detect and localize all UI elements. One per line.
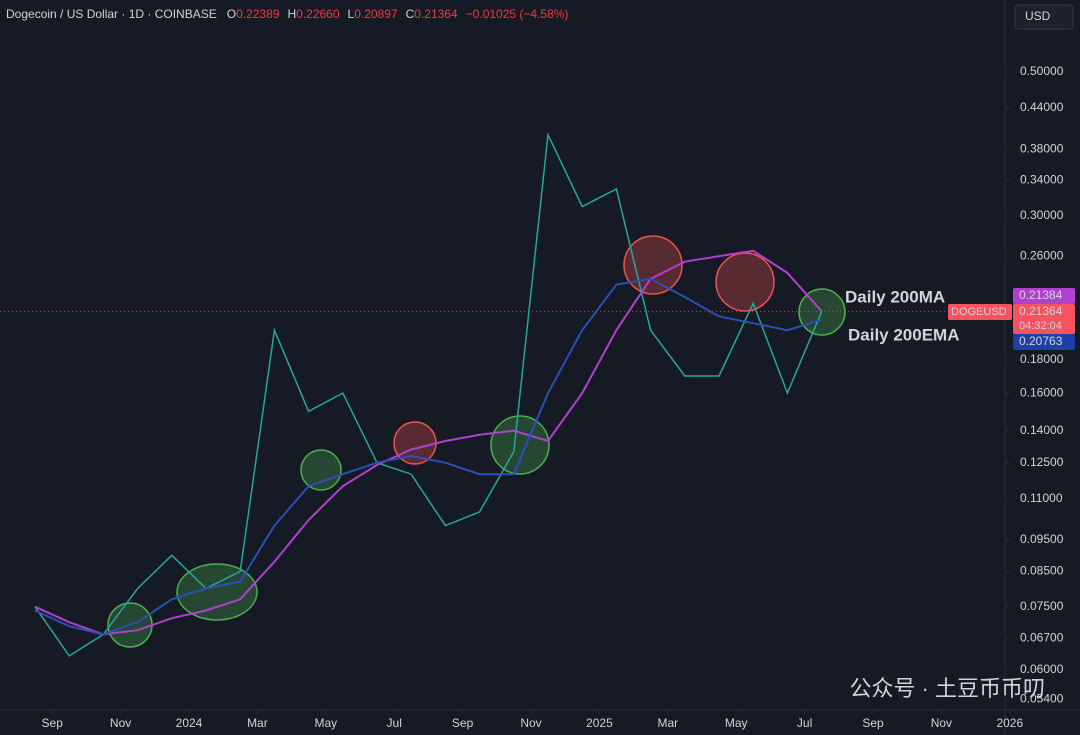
series-line	[34, 131, 823, 657]
y-tick-label: 0.14000	[1020, 423, 1064, 437]
ohlc-value: 0.22389	[236, 7, 280, 21]
y-tick-label: 0.08500	[1020, 564, 1064, 578]
x-tick-label: Sep	[862, 716, 884, 730]
currency[interactable]: USD	[1025, 9, 1051, 23]
y-tick-label: 0.05400	[1020, 692, 1064, 706]
change: −0.01025 (−4.58%)	[466, 7, 569, 21]
x-tick-label: Mar	[657, 716, 678, 730]
ohlc-label: H	[287, 7, 296, 21]
x-tick-label: 2024	[176, 716, 203, 730]
y-tick-label: 0.09500	[1020, 532, 1064, 546]
y-tick-label: 0.44000	[1020, 100, 1064, 114]
y-tick-label: 0.12500	[1020, 455, 1064, 469]
x-tick-label: Nov	[110, 716, 131, 730]
currency-button[interactable]	[1014, 4, 1074, 30]
price-tag	[1013, 304, 1075, 334]
y-tick-label: 0.38000	[1020, 141, 1064, 155]
ohlc-label: L	[348, 7, 355, 21]
x-tick-label: Sep	[452, 716, 474, 730]
series-label: Daily 200MA	[845, 287, 945, 306]
y-tick-label: 0.11000	[1020, 491, 1063, 505]
x-tick-label: Sep	[42, 716, 64, 730]
x-tick-label: May	[725, 716, 748, 730]
ohlc-value: 0.21364	[414, 7, 458, 21]
ema-tag	[1013, 334, 1075, 350]
x-tick-label: May	[314, 716, 337, 730]
x-tick-label: 2026	[996, 716, 1023, 730]
symbol-tag-label: DOGEUSD	[951, 306, 1007, 318]
header: Dogecoin / US Dollar · 1D · COINBASE O0.2…	[6, 7, 568, 21]
y-tick-label: 0.18000	[1020, 352, 1064, 366]
y-tick-label: 0.16000	[1020, 385, 1064, 399]
y-tick-label: 0.26000	[1020, 248, 1064, 262]
ohlc-label: C	[406, 7, 415, 21]
y-tick-label: 0.06700	[1020, 631, 1064, 645]
x-tick-label: Nov	[520, 716, 541, 730]
ohlc-value: 0.20897	[354, 7, 398, 21]
symbol-tag	[948, 304, 1012, 320]
ma-tag	[1013, 288, 1075, 304]
x-tick-label: Nov	[931, 716, 952, 730]
y-tick-label: 0.07500	[1020, 599, 1064, 613]
x-tick-label: Mar	[247, 716, 268, 730]
ohlc-value: 0.22660	[296, 7, 340, 21]
series-line	[34, 277, 822, 636]
y-tick-label: 0.50000	[1020, 64, 1064, 78]
ema-tag-label: 0.20763	[1019, 334, 1063, 348]
x-tick-label: 2025	[586, 716, 613, 730]
series-line	[34, 249, 823, 636]
plot	[0, 131, 1005, 657]
symbol: Dogecoin / US Dollar · 1D · COINBASE	[6, 7, 217, 21]
countdown: 04:32:04	[1019, 320, 1062, 332]
y-tick-label: 0.30000	[1020, 208, 1064, 222]
x-tick-label: Jul	[797, 716, 812, 730]
watermark: 公众号 · 土豆币币叨	[849, 676, 1045, 701]
y-tick-label: 0.06000	[1020, 662, 1064, 676]
ohlc-label: O	[227, 7, 236, 21]
series-label: Daily 200EMA	[848, 325, 960, 344]
x-tick-label: Jul	[387, 716, 402, 730]
price-tag-label: 0.21364	[1019, 304, 1063, 318]
y-tick-label: 0.34000	[1020, 173, 1064, 187]
ma-tag-label: 0.21384	[1019, 288, 1063, 302]
